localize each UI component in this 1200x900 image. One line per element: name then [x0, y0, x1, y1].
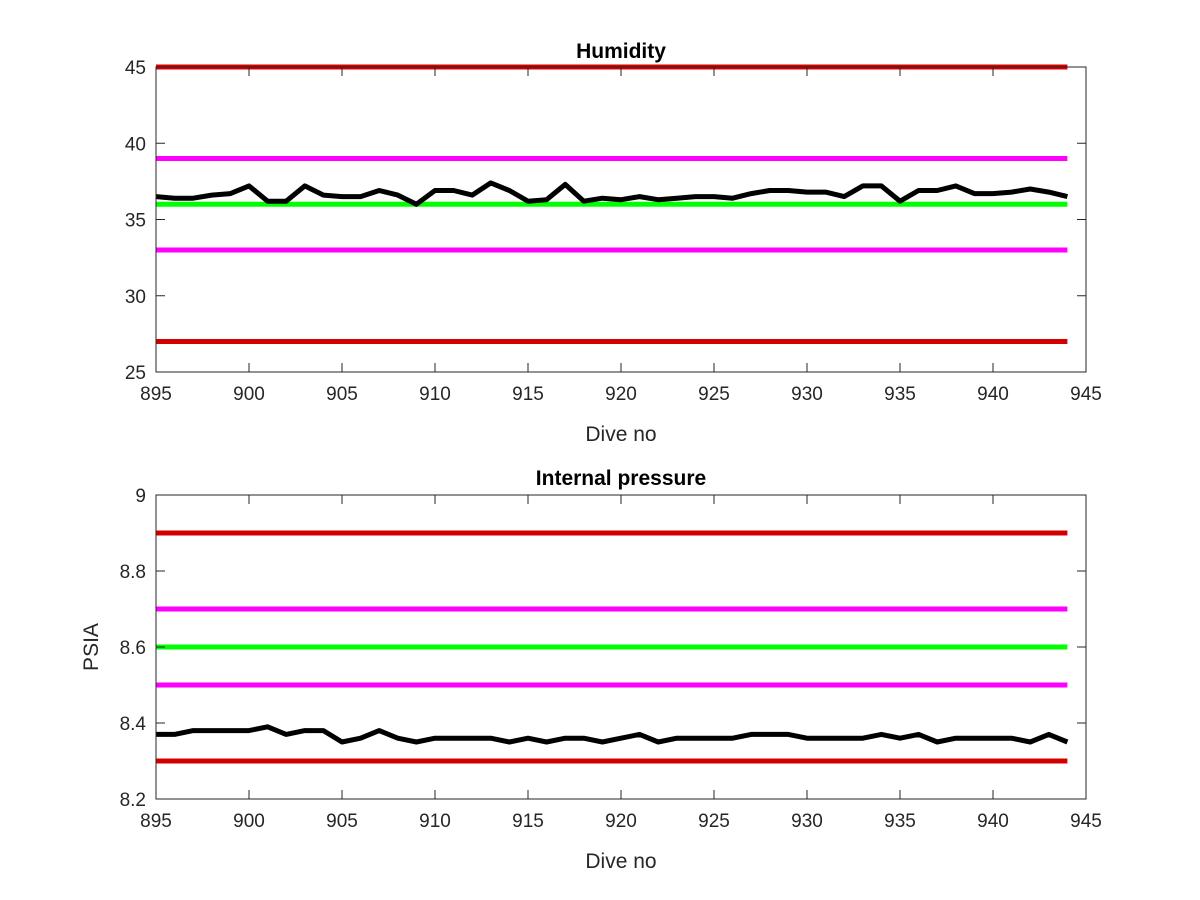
internal-pressure-x-axis-label: Dive no — [585, 850, 656, 873]
humidity-x-tick-label: 930 — [791, 384, 823, 405]
humidity-x-tick-label: 935 — [884, 384, 916, 405]
humidity-x-tick-label: 895 — [140, 384, 172, 405]
humidity-y-tick-label: 30 — [125, 287, 146, 308]
humidity-x-tick-label: 925 — [698, 384, 730, 405]
internal-pressure-x-tick-label: 895 — [140, 811, 172, 832]
internal-pressure-x-tick-label: 905 — [326, 811, 358, 832]
humidity-y-tick-label: 40 — [125, 134, 146, 155]
internal-pressure-y-tick-label: 8.8 — [120, 562, 146, 583]
humidity-panel: Humidity 895 900 905 910 915 920 925 930 935 940 9… — [125, 40, 1102, 446]
humidity-title: Humidity — [576, 40, 666, 63]
humidity-y-tick-label: 25 — [125, 363, 146, 384]
internal-pressure-x-tick-label: 920 — [605, 811, 637, 832]
internal-pressure-x-tick-label: 930 — [791, 811, 823, 832]
internal-pressure-x-tick-label: 935 — [884, 811, 916, 832]
internal-pressure-x-tick-label: 940 — [977, 811, 1009, 832]
humidity-y-tick-label: 35 — [125, 211, 146, 232]
humidity-ticks: 895 900 905 910 915 920 925 930 935 940 945 25 30 35 4… — [125, 58, 1102, 405]
internal-pressure-ticks: 895 900 905 910 915 920 925 930 935 940 945 8.2 8.4 8… — [120, 486, 1102, 832]
internal-pressure-y-tick-label: 8.4 — [120, 714, 147, 735]
humidity-x-tick-label: 920 — [605, 384, 637, 405]
internal-pressure-x-tick-label: 910 — [419, 811, 451, 832]
humidity-x-tick-label: 940 — [977, 384, 1009, 405]
internal-pressure-x-tick-label: 925 — [698, 811, 730, 832]
internal-pressure-y-tick-label: 8.6 — [120, 638, 146, 659]
internal-pressure-panel: Internal pressure 895 900 905 910 915 920 925 9… — [80, 467, 1102, 873]
humidity-x-axis-label: Dive no — [585, 423, 656, 446]
internal-pressure-title: Internal pressure — [536, 467, 706, 490]
humidity-x-tick-label: 900 — [233, 384, 265, 405]
internal-pressure-series-line-0 — [156, 724, 1069, 745]
humidity-y-tick-label: 45 — [125, 58, 146, 79]
internal-pressure-x-tick-label: 915 — [512, 811, 544, 832]
humidity-series-line-0 — [155, 180, 1068, 207]
humidity-x-tick-label: 945 — [1070, 384, 1102, 405]
internal-pressure-y-tick-label: 9 — [135, 486, 146, 507]
internal-pressure-y-axis-label: PSIA — [80, 623, 103, 671]
internal-pressure-x-tick-label: 945 — [1070, 811, 1102, 832]
humidity-x-tick-label: 905 — [326, 384, 358, 405]
internal-pressure-y-tick-label: 8.2 — [120, 790, 146, 811]
humidity-x-tick-label: 910 — [419, 384, 451, 405]
internal-pressure-x-tick-label: 900 — [233, 811, 265, 832]
internal-pressure-marks — [156, 530, 1069, 764]
humidity-x-tick-label: 915 — [512, 384, 544, 405]
